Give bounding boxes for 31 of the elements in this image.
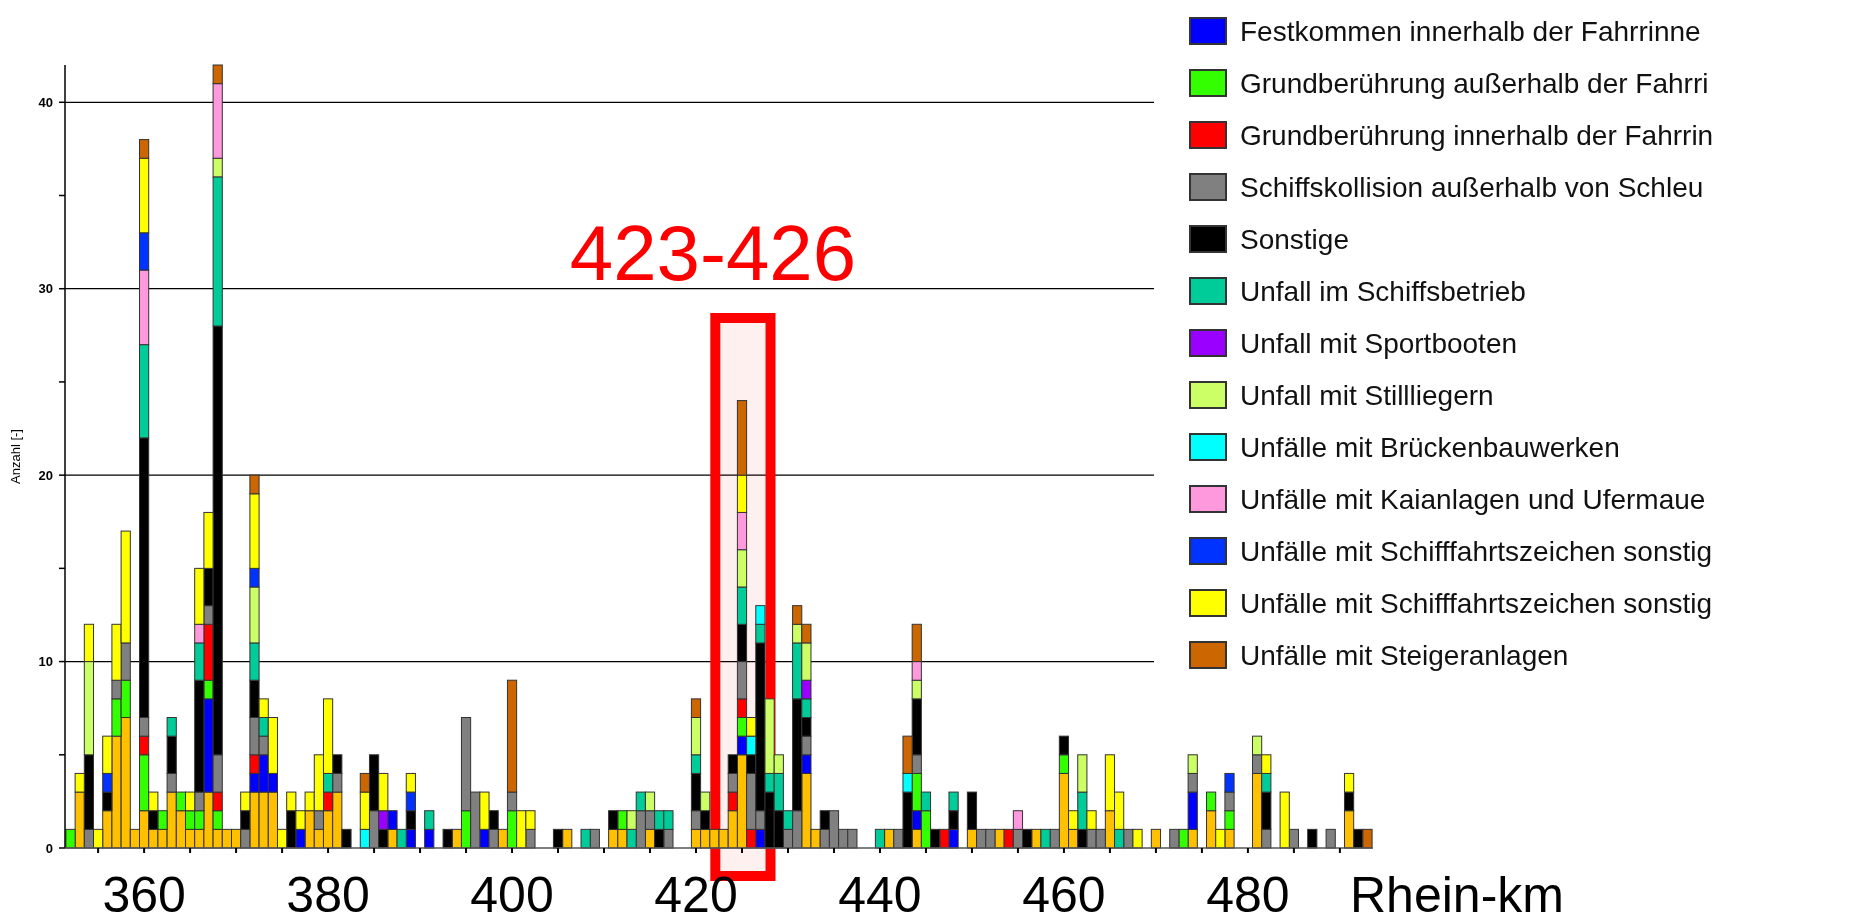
- legend-label: Festkommen innerhalb der Fahrrinne: [1240, 15, 1701, 47]
- x-tick-label: 360: [102, 867, 186, 921]
- legend-label: Unfälle mit Steigeranlagen: [1240, 639, 1569, 671]
- y-tick-label: 40: [38, 94, 53, 110]
- y-axis-title: Anzahl [-]: [8, 429, 23, 484]
- bar: [1150, 828, 1162, 849]
- legend-label: Unfall mit Stillliegern: [1240, 379, 1494, 411]
- x-axis-title: Rhein-km: [1350, 867, 1564, 921]
- y-tick-label: 30: [38, 281, 53, 297]
- legend-label: Unfälle mit Kaianlagen und Ufermaue: [1240, 483, 1706, 515]
- legend-label: Unfall mit Sportbooten: [1240, 327, 1518, 359]
- legend-label: Schiffskollision außerhalb von Schleu: [1240, 171, 1704, 203]
- y-tick-label: 0: [45, 840, 53, 856]
- legend-label: Unfälle mit Brückenbauwerken: [1240, 431, 1620, 463]
- y-tick-label: 10: [38, 654, 53, 670]
- legend-label: Unfall im Schiffsbetrieb: [1240, 275, 1526, 307]
- x-tick-label: 380: [286, 867, 370, 921]
- x-tick-label: 480: [1206, 867, 1290, 921]
- x-tick-label: 400: [470, 867, 554, 921]
- x-tick-label: 460: [1022, 867, 1106, 921]
- legend-label: Unfälle mit Schifffahrtszeichen sonstig: [1240, 535, 1713, 567]
- x-tick-label: 420: [654, 867, 738, 921]
- bar: [1325, 828, 1336, 849]
- band-label: 423-426: [569, 209, 857, 297]
- legend-label: Grundberührung außerhalb der Fahrri: [1240, 67, 1709, 99]
- x-tick-label: 440: [838, 867, 922, 921]
- y-tick-label: 20: [38, 467, 53, 483]
- legend-label: Grundberührung innerhalb der Fahrrin: [1240, 119, 1714, 151]
- bar: [1307, 828, 1318, 849]
- legend-label: Unfälle mit Schifffahrtszeichen sonstig: [1240, 587, 1713, 619]
- legend-label: Sonstige: [1240, 223, 1349, 255]
